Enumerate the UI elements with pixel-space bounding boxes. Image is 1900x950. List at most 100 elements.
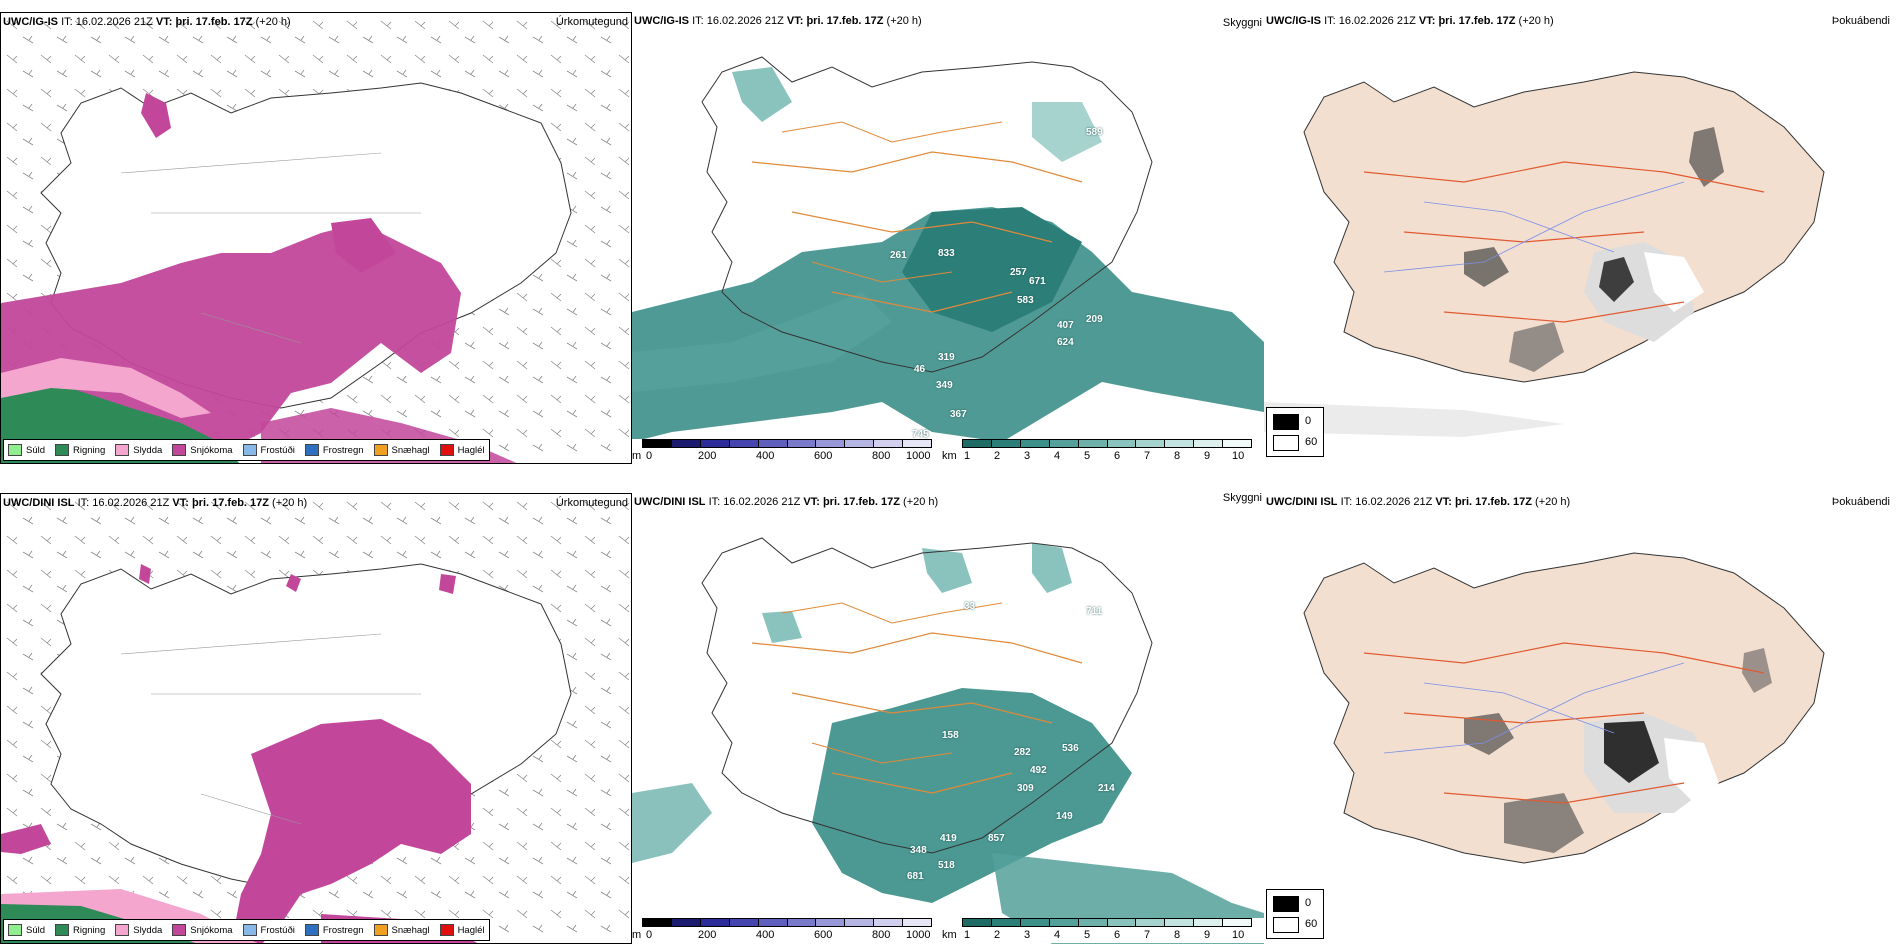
tick-label: 7 xyxy=(1144,929,1151,941)
legend-item: Frostúði xyxy=(242,924,295,936)
visibility-value: 261 xyxy=(890,250,907,261)
tick-label: 3 xyxy=(1024,929,1031,941)
tick-label: 5 xyxy=(1084,450,1091,462)
visibility-colorbar: km 1 2 3 4 5 6 7 8 9 10 xyxy=(942,439,1264,464)
height-colorbar: m 0 200 400 600 800 1000 xyxy=(632,918,942,943)
visibility-unit: km xyxy=(942,450,957,462)
legend-swatch xyxy=(8,924,22,936)
precip-panel-row1: UWC/IG-IS IT: 16.02.2026 21Z VT: þri. 17… xyxy=(0,12,632,464)
visibility-value: 833 xyxy=(938,248,955,259)
height-unit: m xyxy=(632,929,642,941)
visibility-panel-row1: UWC/IG-IS IT: 16.02.2026 21Z VT: þri. 17… xyxy=(632,12,1264,464)
visibility-value: 209 xyxy=(1086,314,1103,325)
visibility-value: 349 xyxy=(936,380,953,391)
panel-title: Úrkomutegund xyxy=(555,497,628,509)
panel-header: UWC/IG-IS IT: 16.02.2026 21Z VT: þri. 17… xyxy=(3,16,291,28)
legend-label: 0 xyxy=(1305,897,1312,909)
panel-header: UWC/IG-IS IT: 16.02.2026 21Z VT: þri. 17… xyxy=(634,15,922,27)
visibility-value: 492 xyxy=(1030,765,1047,776)
tick-label: 9 xyxy=(1204,929,1211,941)
visibility-value: 257 xyxy=(1010,267,1027,278)
visibility-colorbar-cells xyxy=(962,918,1252,927)
height-colorbar-cells xyxy=(642,439,932,448)
legend-swatch xyxy=(304,444,319,456)
legend-swatch xyxy=(439,924,454,936)
visibility-value: 282 xyxy=(1014,747,1031,758)
legend-swatch xyxy=(172,444,187,456)
panel-title: Úrkomutegund xyxy=(555,16,628,28)
visibility-unit: km xyxy=(942,929,957,941)
tick-label: 0 xyxy=(646,450,653,462)
legend-swatch xyxy=(242,444,257,456)
legend-swatch xyxy=(55,924,70,936)
visibility-colorbar-cells xyxy=(962,439,1252,448)
legend-swatch xyxy=(172,924,187,936)
panel-title: Þokuábendi xyxy=(1831,15,1890,27)
visibility-value: 158 xyxy=(942,730,959,741)
tick-label: 600 xyxy=(814,929,833,941)
visibility-value: 711 xyxy=(1086,606,1103,617)
visibility-value: 407 xyxy=(1057,320,1074,331)
fog-legend: 0 60 xyxy=(1266,407,1324,457)
fog-panel-row1: UWC/IG-IS IT: 16.02.2026 21Z VT: þri. 17… xyxy=(1264,12,1900,464)
visibility-value: 33 xyxy=(964,601,976,612)
panel-header: UWC/DINI ISL IT: 16.02.2026 21Z VT: þri.… xyxy=(3,497,308,509)
visibility-value: 671 xyxy=(1029,276,1046,287)
tick-label: 2 xyxy=(994,929,1001,941)
tick-label: 10 xyxy=(1232,929,1245,941)
tick-label: 6 xyxy=(1114,929,1121,941)
tick-label: 5 xyxy=(1084,929,1091,941)
precip-legend: Súld Rigning Slydda Snjókoma Frostúði Fr… xyxy=(3,439,490,461)
legend-swatch xyxy=(1273,435,1299,451)
tick-label: 2 xyxy=(994,450,1001,462)
tick-label: 800 xyxy=(872,450,891,462)
precip-map xyxy=(1,494,631,943)
panel-header: UWC/DINI ISL IT: 16.02.2026 21Z VT: þri.… xyxy=(634,496,939,508)
visibility-value: 583 xyxy=(1017,295,1034,306)
legend-item: Haglél xyxy=(439,444,485,456)
tick-label: 0 xyxy=(646,929,653,941)
tick-label: 10 xyxy=(1232,450,1245,462)
legend-item: Snæhagl xyxy=(373,924,430,936)
tick-label: 8 xyxy=(1174,450,1181,462)
tick-label: 1000 xyxy=(906,929,931,941)
visibility-value: 367 xyxy=(950,409,967,420)
legend-item: Rigning xyxy=(55,924,105,936)
panel-title: Þokuábendi xyxy=(1831,496,1890,508)
fog-map xyxy=(1303,552,1825,864)
visibility-value: 46 xyxy=(914,364,926,375)
legend-item: Haglél xyxy=(439,924,485,936)
legend-swatch xyxy=(115,924,130,936)
height-unit: m xyxy=(632,450,642,462)
tick-label: 400 xyxy=(756,450,775,462)
tick-label: 200 xyxy=(698,450,717,462)
legend-swatch xyxy=(373,924,388,936)
panel-title: Skyggni xyxy=(1222,493,1262,504)
legend-swatch xyxy=(373,444,388,456)
fog-map xyxy=(1264,71,1825,437)
tick-label: 4 xyxy=(1054,450,1061,462)
visibility-value: 745 xyxy=(912,429,929,440)
legend-item: Snjókoma xyxy=(172,444,233,456)
tick-label: 1 xyxy=(964,929,971,941)
visibility-value: 149 xyxy=(1056,811,1073,822)
precip-legend: Súld Rigning Slydda Snjókoma Frostúði Fr… xyxy=(3,919,490,941)
legend-swatch xyxy=(439,444,454,456)
visibility-value: 309 xyxy=(1017,783,1034,794)
tick-label: 8 xyxy=(1174,929,1181,941)
legend-swatch xyxy=(1273,414,1299,430)
legend-label: 0 xyxy=(1305,415,1312,427)
tick-label: 1 xyxy=(964,450,971,462)
tick-label: 200 xyxy=(698,929,717,941)
legend-swatch xyxy=(8,444,22,456)
legend-label: 60 xyxy=(1305,918,1318,930)
legend-swatch xyxy=(1273,917,1299,933)
visibility-value: 857 xyxy=(988,833,1005,844)
visibility-value: 518 xyxy=(938,860,955,871)
tick-label: 4 xyxy=(1054,929,1061,941)
legend-label: 60 xyxy=(1305,436,1318,448)
tick-label: 800 xyxy=(872,929,891,941)
tick-label: 6 xyxy=(1114,450,1121,462)
height-colorbar-cells xyxy=(642,918,932,927)
panel-header: UWC/IG-IS IT: 16.02.2026 21Z VT: þri. 17… xyxy=(1266,15,1554,27)
